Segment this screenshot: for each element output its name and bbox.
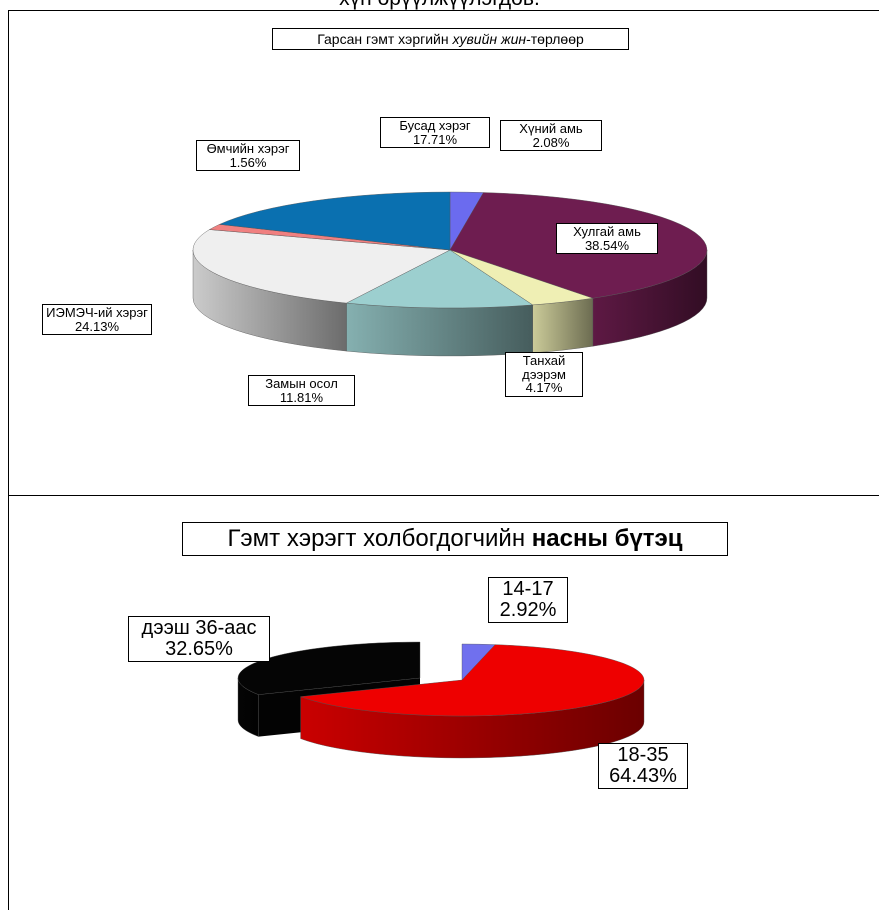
- frame-bottom: [8, 495, 879, 910]
- category-label: Бусад хэрэг: [399, 118, 471, 133]
- slice: [345, 249, 534, 309]
- category-label: Замын осол: [265, 376, 338, 391]
- data-label: дээш 36-аас 32.65%: [128, 616, 270, 662]
- data-label: Өмчийн хэрэг 1.56%: [196, 140, 300, 172]
- category-label: ИЭМЭЧ-ий хэрэг: [46, 305, 148, 320]
- data-label: Бусад хэрэг 17.71%: [380, 117, 490, 149]
- value-label: 32.65%: [165, 638, 233, 660]
- value-label: 17.71%: [412, 131, 458, 147]
- chart-title: Гэмт хэрэгт холбогдогчийн насны бүтэц: [182, 522, 728, 556]
- data-label: Хүний амь 2.08%: [500, 120, 602, 152]
- data-label: ИЭМЭЧ-ий хэрэг 24.13%: [42, 304, 152, 336]
- data-label: Хулгай амь 38.54%: [556, 223, 658, 255]
- data-label: 18-35 64.43%: [598, 743, 688, 789]
- data-label: Замын осол 11.81%: [248, 375, 355, 407]
- slice: [300, 644, 645, 717]
- category-label: Танхай дээрэм: [522, 353, 569, 382]
- value-label: 38.54%: [584, 237, 630, 253]
- category-label: 18-35: [617, 744, 669, 766]
- value-label: 24.13%: [74, 318, 120, 334]
- header-text: хүн өрүүлжүүлэгдөв.: [0, 0, 879, 11]
- value-label: 2.92%: [499, 599, 557, 621]
- data-label: 14-17 2.92%: [488, 577, 568, 623]
- category-label: 14-17: [502, 578, 554, 600]
- chart-title-part: насны бүтэц: [531, 525, 683, 552]
- category-label: Өмчийн хэрэг: [206, 141, 290, 156]
- category-label: Хулгай амь: [573, 224, 641, 239]
- slice: [192, 229, 451, 304]
- value-label: 11.81%: [279, 389, 324, 405]
- category-label: дээш 36-аас: [141, 617, 257, 639]
- value-label: 4.17%: [525, 380, 563, 396]
- slice: [218, 191, 451, 251]
- slice-side: [532, 297, 594, 354]
- chart-title-part: Гэмт хэрэгт холбогдогчийн: [227, 525, 532, 552]
- slice-side: [346, 302, 533, 357]
- value-label: 2.08%: [532, 134, 570, 150]
- data-label: Танхай дээрэм 4.17%: [505, 352, 583, 397]
- value-label: 1.56%: [229, 154, 267, 170]
- chart-title: Гарсан гэмт хэргийн хувийн жин-төрлөөр: [272, 28, 629, 50]
- category-label: Хүний амь: [519, 121, 583, 136]
- chart-title-part: -төрлөөр: [526, 31, 584, 47]
- value-label: 64.43%: [609, 765, 677, 787]
- chart-title-part: Гарсан гэмт хэргийн: [317, 31, 453, 47]
- chart-title-part: хувийн жин: [452, 31, 527, 47]
